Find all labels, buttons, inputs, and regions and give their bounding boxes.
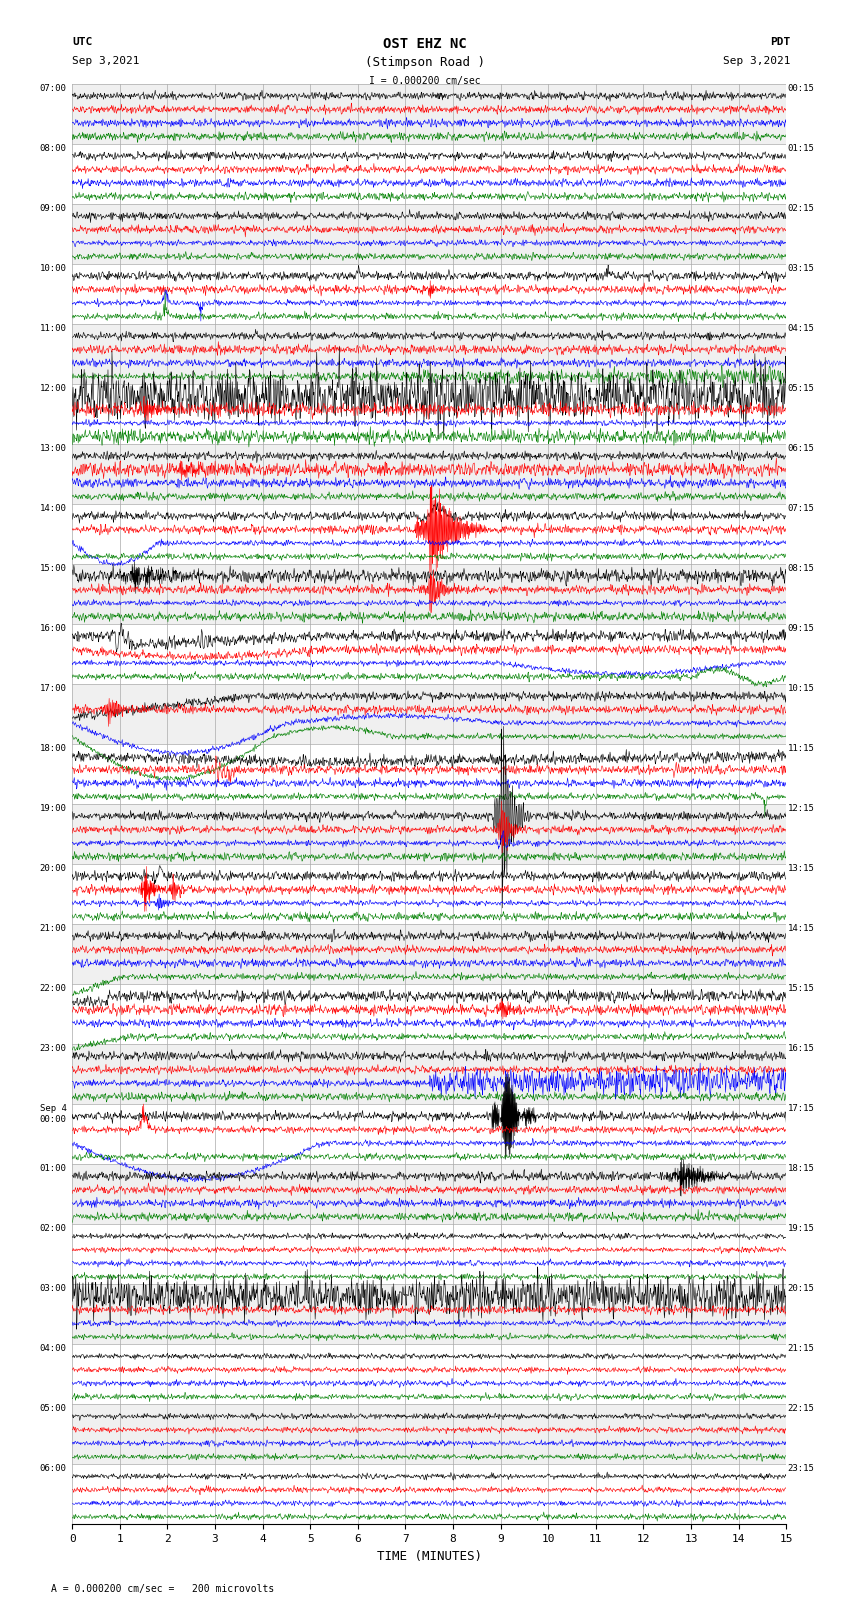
- Text: 10:00: 10:00: [40, 265, 66, 273]
- Bar: [72, 1044, 786, 1105]
- Text: (Stimpson Road ): (Stimpson Road ): [365, 56, 485, 69]
- Text: 03:00: 03:00: [40, 1284, 66, 1294]
- Text: 02:15: 02:15: [788, 203, 814, 213]
- Bar: [72, 444, 786, 503]
- Text: UTC: UTC: [72, 37, 93, 47]
- Text: A = 0.000200 cm/sec =   200 microvolts: A = 0.000200 cm/sec = 200 microvolts: [51, 1584, 275, 1594]
- Text: 20:15: 20:15: [788, 1284, 814, 1294]
- Text: 06:15: 06:15: [788, 444, 814, 453]
- Text: PDT: PDT: [770, 37, 790, 47]
- Bar: [72, 84, 786, 144]
- Text: 12:15: 12:15: [788, 803, 814, 813]
- Bar: [72, 1165, 786, 1224]
- Bar: [72, 144, 786, 203]
- Text: 01:15: 01:15: [788, 144, 814, 153]
- Text: 14:00: 14:00: [40, 503, 66, 513]
- Text: 19:15: 19:15: [788, 1224, 814, 1234]
- Text: Sep 3,2021: Sep 3,2021: [723, 56, 791, 66]
- X-axis label: TIME (MINUTES): TIME (MINUTES): [377, 1550, 482, 1563]
- Bar: [72, 924, 786, 984]
- Text: 20:00: 20:00: [40, 865, 66, 873]
- Text: 12:00: 12:00: [40, 384, 66, 394]
- Bar: [72, 324, 786, 384]
- Bar: [72, 1105, 786, 1165]
- Text: 22:00: 22:00: [40, 984, 66, 994]
- Text: 05:15: 05:15: [788, 384, 814, 394]
- Text: 16:00: 16:00: [40, 624, 66, 632]
- Text: 15:00: 15:00: [40, 565, 66, 573]
- Text: 01:00: 01:00: [40, 1165, 66, 1173]
- Text: 17:15: 17:15: [788, 1105, 814, 1113]
- Bar: [72, 203, 786, 265]
- Text: 21:00: 21:00: [40, 924, 66, 932]
- Text: 09:15: 09:15: [788, 624, 814, 632]
- Text: 13:00: 13:00: [40, 444, 66, 453]
- Bar: [72, 984, 786, 1044]
- Text: 08:15: 08:15: [788, 565, 814, 573]
- Text: 07:00: 07:00: [40, 84, 66, 94]
- Bar: [72, 1344, 786, 1405]
- Text: 10:15: 10:15: [788, 684, 814, 694]
- Text: 17:00: 17:00: [40, 684, 66, 694]
- Text: 00:15: 00:15: [788, 84, 814, 94]
- Bar: [72, 744, 786, 803]
- Text: Sep 4
00:00: Sep 4 00:00: [40, 1105, 66, 1124]
- Text: 14:15: 14:15: [788, 924, 814, 932]
- Text: 09:00: 09:00: [40, 203, 66, 213]
- Text: 19:00: 19:00: [40, 803, 66, 813]
- Text: 15:15: 15:15: [788, 984, 814, 994]
- Text: 23:15: 23:15: [788, 1465, 814, 1473]
- Text: 08:00: 08:00: [40, 144, 66, 153]
- Bar: [72, 503, 786, 565]
- Text: 07:15: 07:15: [788, 503, 814, 513]
- Text: 22:15: 22:15: [788, 1405, 814, 1413]
- Text: OST EHZ NC: OST EHZ NC: [383, 37, 467, 52]
- Text: 06:00: 06:00: [40, 1465, 66, 1473]
- Bar: [72, 1224, 786, 1284]
- Bar: [72, 1284, 786, 1344]
- Text: 11:00: 11:00: [40, 324, 66, 332]
- Bar: [72, 1465, 786, 1524]
- Text: 21:15: 21:15: [788, 1344, 814, 1353]
- Text: 04:15: 04:15: [788, 324, 814, 332]
- Text: 13:15: 13:15: [788, 865, 814, 873]
- Bar: [72, 565, 786, 624]
- Text: 23:00: 23:00: [40, 1044, 66, 1053]
- Bar: [72, 805, 786, 865]
- Bar: [72, 384, 786, 444]
- Text: 04:00: 04:00: [40, 1344, 66, 1353]
- Bar: [72, 1405, 786, 1465]
- Bar: [72, 684, 786, 744]
- Text: 11:15: 11:15: [788, 744, 814, 753]
- Bar: [72, 265, 786, 324]
- Text: 03:15: 03:15: [788, 265, 814, 273]
- Bar: [72, 865, 786, 924]
- Text: 05:00: 05:00: [40, 1405, 66, 1413]
- Text: 02:00: 02:00: [40, 1224, 66, 1234]
- Bar: [72, 624, 786, 684]
- Text: 16:15: 16:15: [788, 1044, 814, 1053]
- Text: 18:00: 18:00: [40, 744, 66, 753]
- Text: 18:15: 18:15: [788, 1165, 814, 1173]
- Text: Sep 3,2021: Sep 3,2021: [72, 56, 139, 66]
- Text: I = 0.000200 cm/sec: I = 0.000200 cm/sec: [369, 76, 481, 85]
